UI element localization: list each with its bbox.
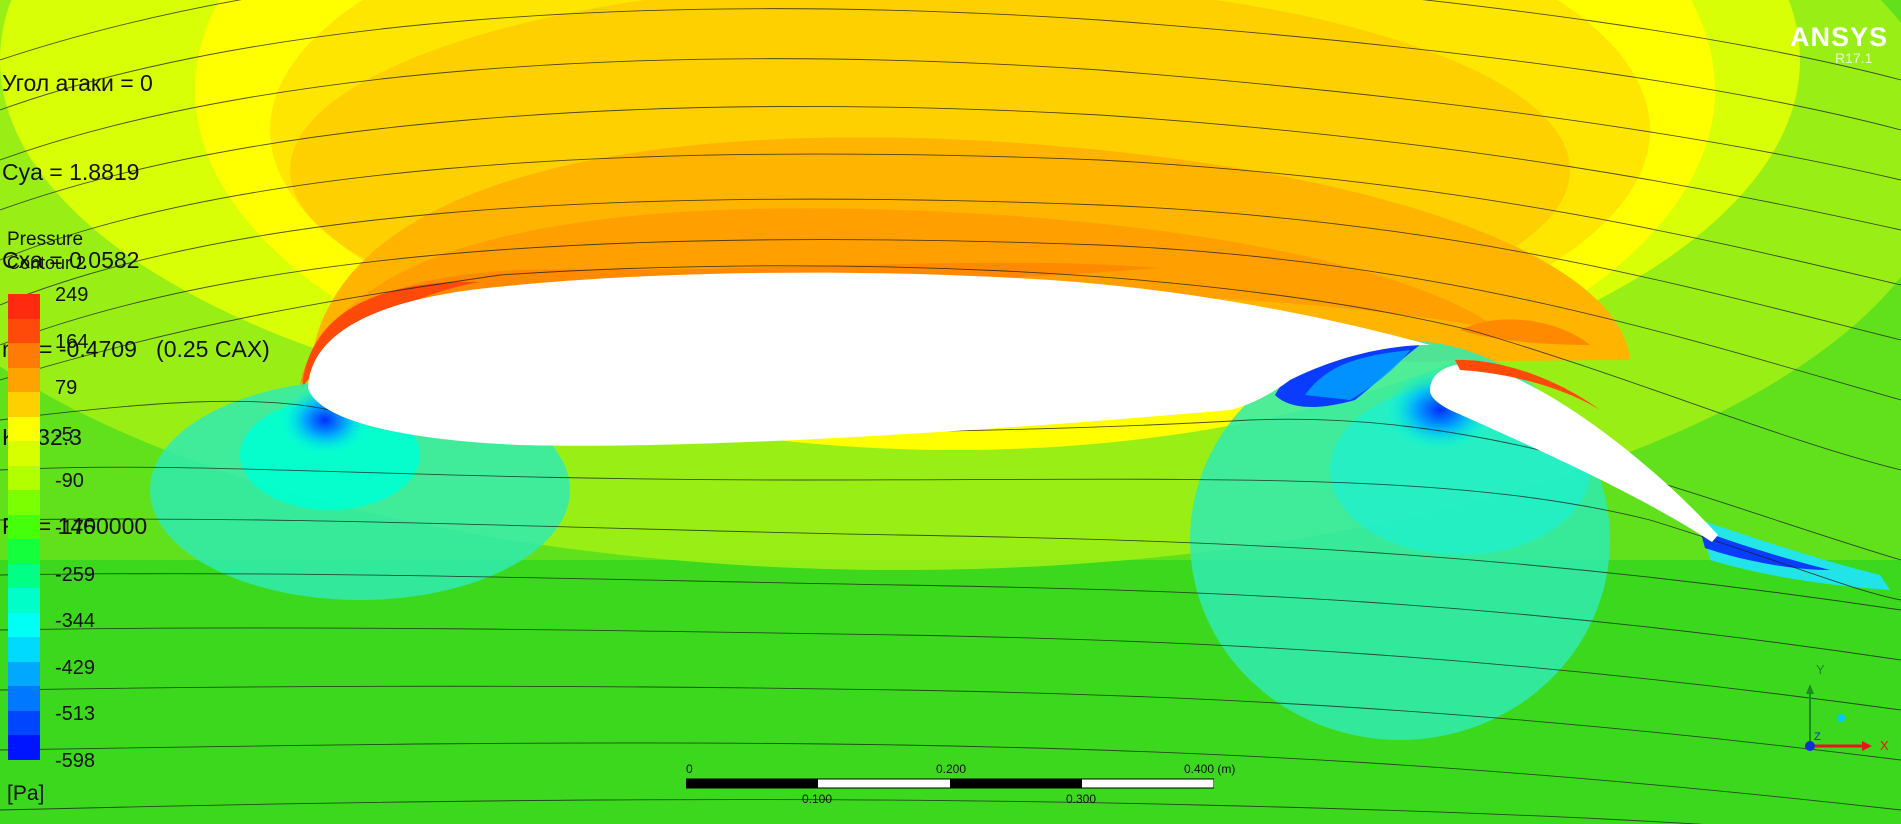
legend-tick-label: -5 xyxy=(55,423,73,446)
reynolds-number-label: Re = 1400000 xyxy=(2,512,148,539)
flap-airfoil xyxy=(1430,363,1718,542)
colorbar-band xyxy=(8,514,40,540)
moment-coefficient-label: mz = -0.4709 (0.25 CAX) xyxy=(2,335,270,362)
colorbar-band xyxy=(8,539,40,564)
legend-tick-label: -429 xyxy=(55,656,96,679)
lift-coefficient-label: Cya = 1.8819 xyxy=(2,158,140,185)
colorbar-band xyxy=(8,367,40,393)
axis-y-label: Y xyxy=(1816,662,1825,677)
colorbar-band xyxy=(8,294,40,319)
colorbar-band xyxy=(8,686,40,711)
legend-tick-label: -259 xyxy=(55,563,96,586)
solution-info: Угол атаки = 0 Cya = 1.8819 Cxa = 0.0582… xyxy=(2,10,270,571)
legend-subtitle: Contour 2 xyxy=(7,253,87,273)
ansys-version: R17.1 xyxy=(1835,50,1873,66)
scale-bar: 0 0.200 0.400 (m) 0.100 0.300 xyxy=(686,757,1235,806)
legend-tick-label: -175 xyxy=(55,517,96,539)
main-airfoil xyxy=(308,272,1430,446)
drag-coefficient-label: Cxa = 0.0582 xyxy=(2,247,140,273)
colorbar-band xyxy=(8,465,40,491)
lift-drag-ratio-label: K= 32.3 xyxy=(2,424,82,450)
colorbar-band xyxy=(8,735,40,760)
colorbar-band xyxy=(8,588,40,613)
scale-label-0: 0 xyxy=(686,762,693,776)
legend-tick-label: -513 xyxy=(55,703,96,726)
legend-tick-label: -90 xyxy=(55,470,84,493)
scale-label-400: 0.400 (m) xyxy=(1184,762,1236,776)
legend-tick-label: -598 xyxy=(55,750,96,772)
colorbar-band xyxy=(8,441,40,466)
axis-triad[interactable]: Y X Z xyxy=(1790,660,1900,760)
scale-label-100: 0.100 xyxy=(802,792,833,806)
colorbar-band xyxy=(8,661,40,687)
scale-label-300: 0.300 xyxy=(1066,792,1097,806)
legend-tick-label: 164 xyxy=(55,330,89,353)
colorbar-band xyxy=(8,318,40,344)
axis-x-label: X xyxy=(1880,738,1889,753)
legend-tick-label: 249 xyxy=(55,284,89,306)
legend-tick-label: -344 xyxy=(55,610,96,633)
colorbar-band xyxy=(8,710,40,736)
colorbar-band xyxy=(8,490,40,515)
colorbar-band xyxy=(8,637,40,662)
colorbar-band xyxy=(8,343,40,368)
angle-of-attack-label: Угол атаки = 0 xyxy=(2,70,153,96)
legend-tick-label: 79 xyxy=(55,377,78,400)
colorbar-band xyxy=(8,563,40,589)
legend-title: Pressure xyxy=(7,229,84,250)
axis-z-label: Z xyxy=(1814,731,1821,743)
colorbar-band xyxy=(8,612,40,638)
scale-label-200: 0.200 xyxy=(936,762,967,776)
ansys-logo: ANSYS xyxy=(1790,22,1889,52)
colorbar-band xyxy=(8,416,40,442)
colorbar-band xyxy=(8,392,40,417)
legend-unit: [Pa] xyxy=(7,782,45,805)
legend-colorbar xyxy=(8,294,40,760)
